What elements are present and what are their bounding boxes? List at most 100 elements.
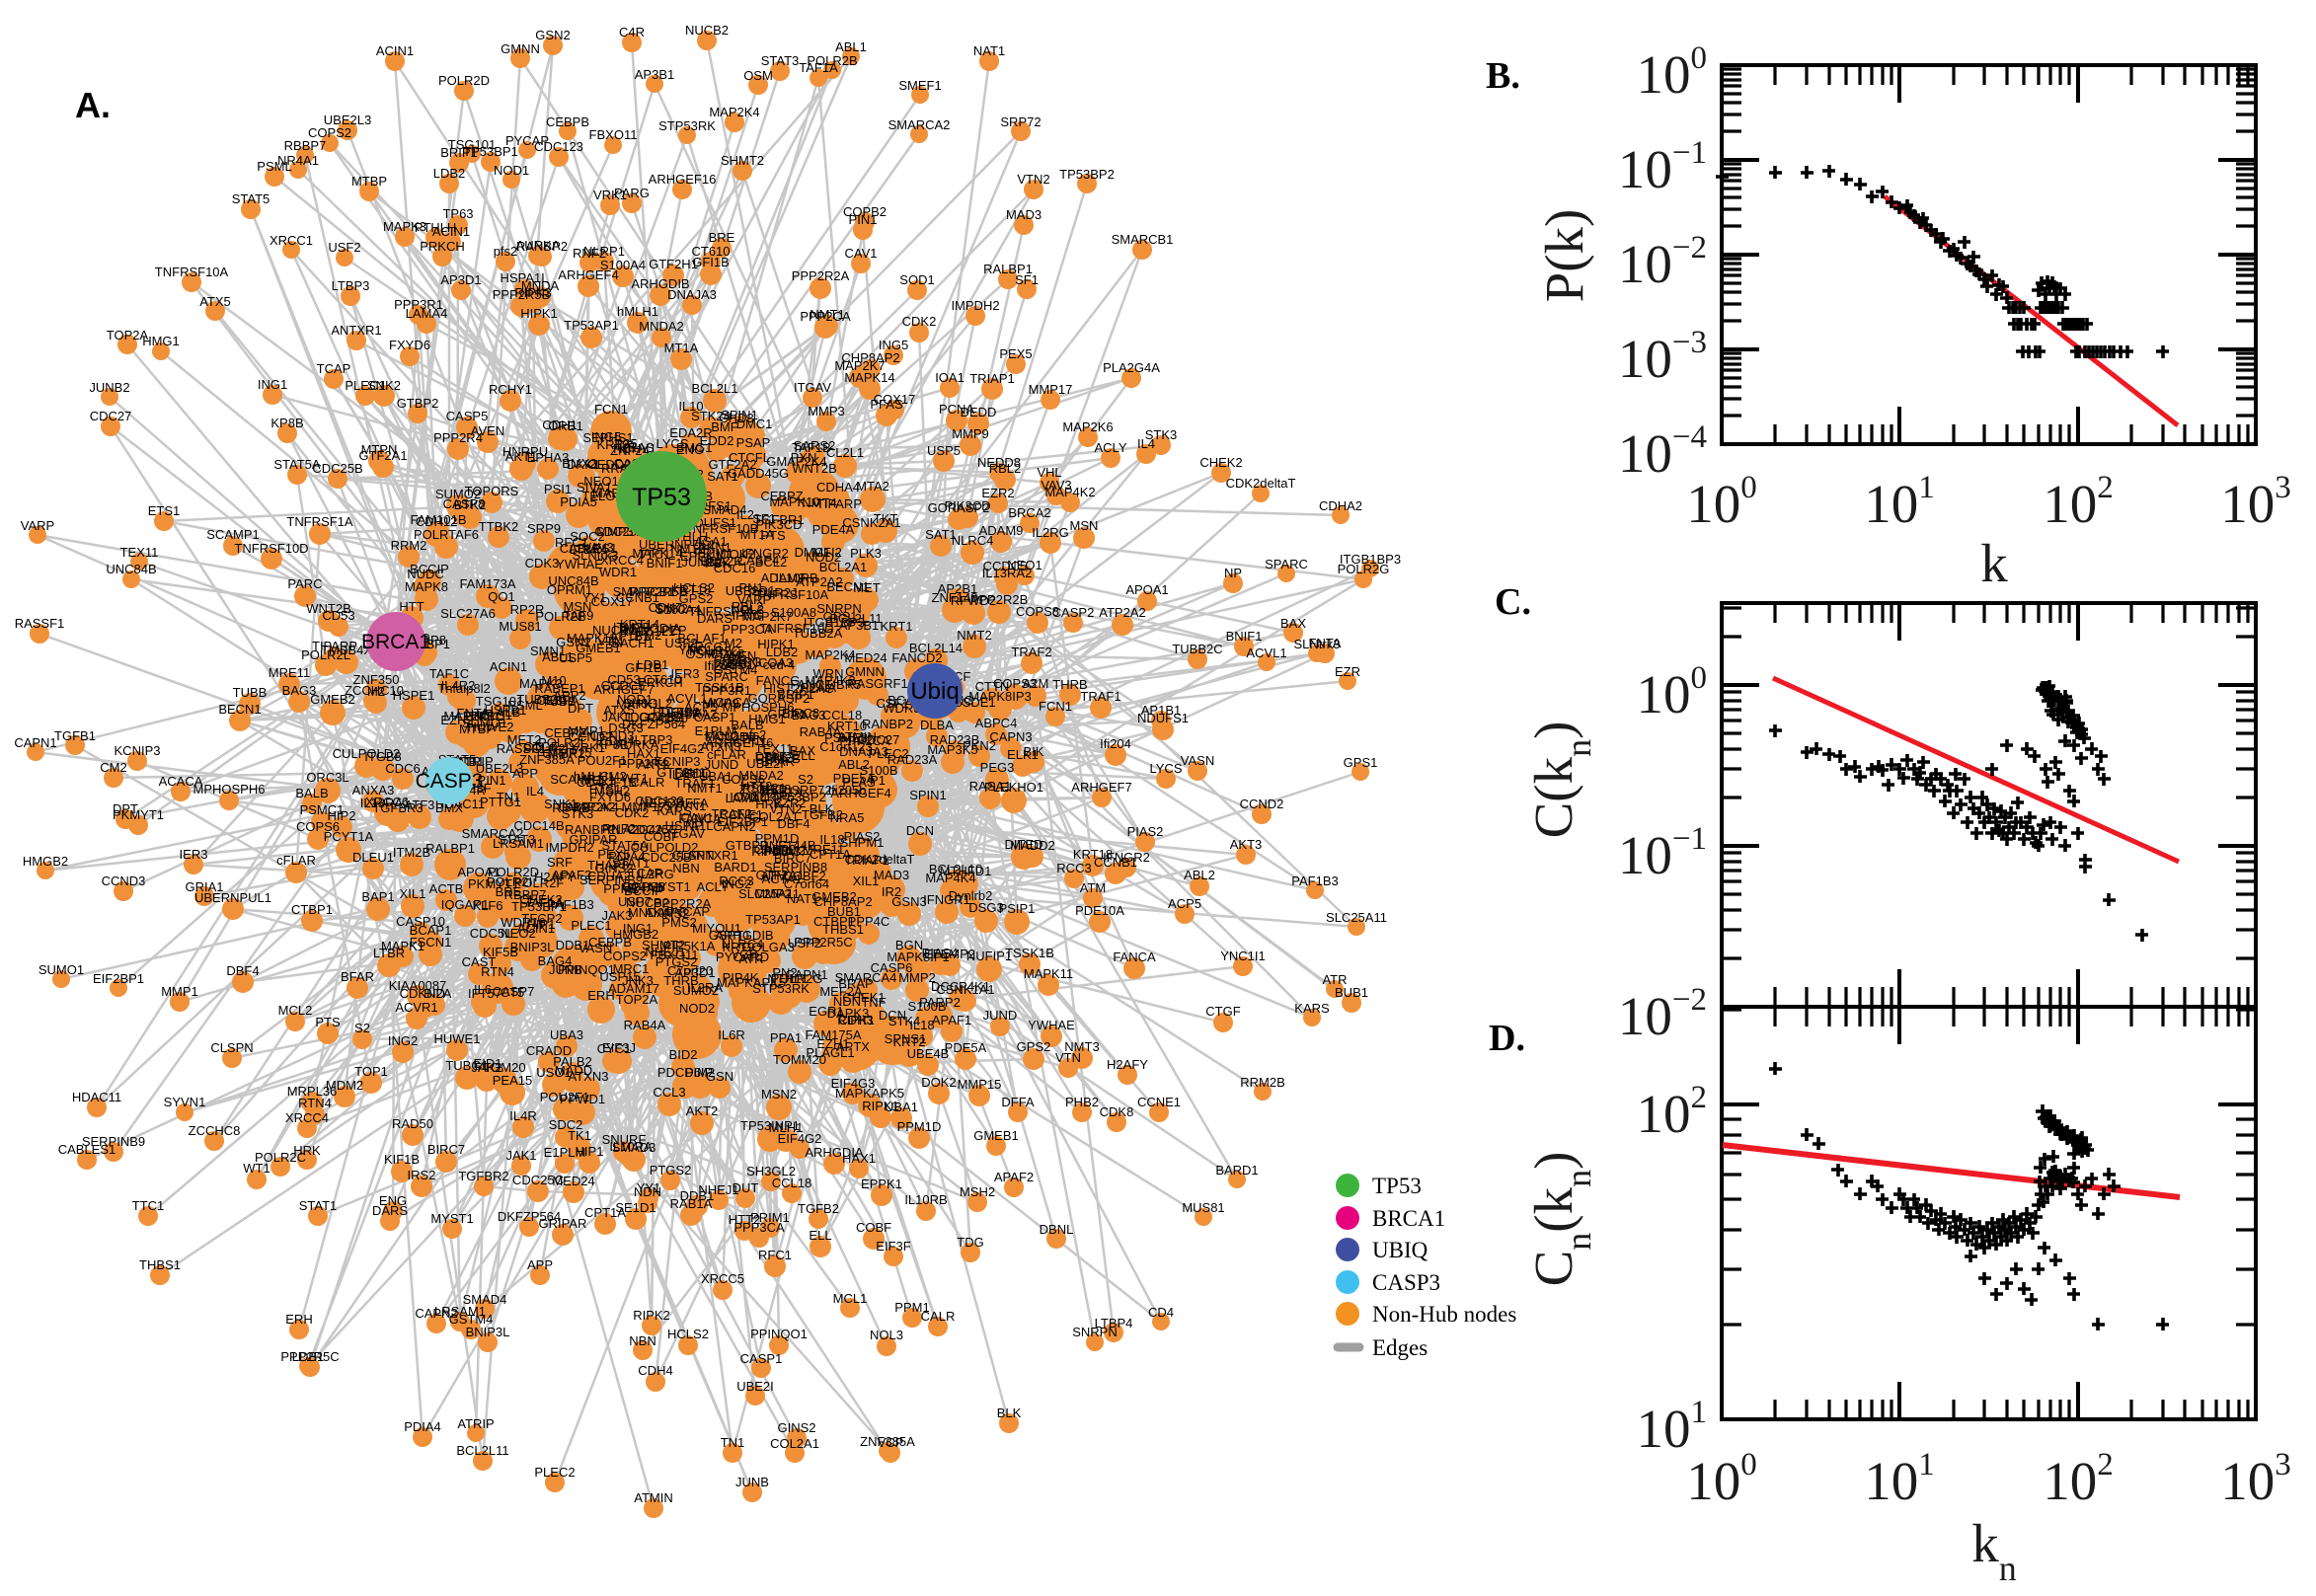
svg-text:DCN: DCN xyxy=(906,823,934,838)
svg-text:OSM: OSM xyxy=(743,68,773,83)
svg-text:CLSPN: CLSPN xyxy=(210,1040,253,1055)
svg-text:XRCC4: XRCC4 xyxy=(285,1110,329,1125)
svg-text:DLBA: DLBA xyxy=(920,718,954,732)
svg-text:HMGB2: HMGB2 xyxy=(613,927,658,942)
svg-text:Ifi204: Ifi204 xyxy=(1100,736,1131,751)
svg-text:LAMA4: LAMA4 xyxy=(406,306,448,321)
svg-text:BAX: BAX xyxy=(1280,616,1306,631)
svg-text:TK1: TK1 xyxy=(568,1128,591,1143)
svg-text:COPB2: COPB2 xyxy=(843,204,887,219)
svg-text:PAF1B3: PAF1B3 xyxy=(1291,874,1338,888)
svg-text:PSAP: PSAP xyxy=(736,435,771,450)
svg-text:TGFB2: TGFB2 xyxy=(798,1201,839,1216)
svg-text:MAP2K6: MAP2K6 xyxy=(1062,419,1113,434)
svg-text:BMX2: BMX2 xyxy=(562,456,596,471)
svg-text:MAD3: MAD3 xyxy=(1006,207,1042,222)
svg-text:RNF2: RNF2 xyxy=(602,821,636,836)
svg-text:TNFRSF10A: TNFRSF10A xyxy=(155,265,229,279)
svg-text:ATP2A2: ATP2A2 xyxy=(1099,605,1145,620)
svg-text:PLEC2: PLEC2 xyxy=(534,1465,575,1480)
svg-text:KRT10: KRT10 xyxy=(827,719,867,733)
svg-text:NAT1: NAT1 xyxy=(973,43,1005,58)
svg-text:HSPB1: HSPB1 xyxy=(485,703,527,718)
svg-text:MTBP: MTBP xyxy=(351,174,387,189)
svg-text:KIF5B: KIF5B xyxy=(483,945,518,959)
svg-text:SMARCB1: SMARCB1 xyxy=(1112,232,1174,247)
svg-text:ATR: ATR xyxy=(1322,972,1347,987)
svg-text:MSN: MSN xyxy=(1070,518,1099,533)
svg-text:IL6R: IL6R xyxy=(718,1027,744,1042)
svg-text:ADAM17: ADAM17 xyxy=(608,981,659,996)
svg-text:C.: C. xyxy=(1495,581,1531,623)
svg-text:EIF2BP1: EIF2BP1 xyxy=(93,971,144,986)
svg-text:PPP3CA: PPP3CA xyxy=(733,1220,785,1235)
svg-text:Ifi205b: Ifi205b xyxy=(827,783,866,798)
svg-text:TDG: TDG xyxy=(957,1235,983,1250)
svg-text:COL2A1: COL2A1 xyxy=(749,809,799,824)
svg-text:NDUFS1: NDUFS1 xyxy=(1137,711,1189,725)
svg-text:RFWD2: RFWD2 xyxy=(951,593,996,608)
svg-text:HSPA1L: HSPA1L xyxy=(665,818,714,833)
svg-text:TP63: TP63 xyxy=(442,206,473,221)
svg-text:IL2: IL2 xyxy=(736,507,754,522)
svg-text:SMN1: SMN1 xyxy=(530,644,566,658)
svg-text:TGFB1: TGFB1 xyxy=(54,728,96,743)
svg-text:CCND3: CCND3 xyxy=(102,874,146,888)
svg-text:MUS81: MUS81 xyxy=(1182,1200,1224,1215)
svg-text:MIYOU1: MIYOU1 xyxy=(692,921,741,936)
svg-text:KCNIP3: KCNIP3 xyxy=(115,743,161,758)
svg-text:ACIN1: ACIN1 xyxy=(432,224,470,239)
svg-text:MMP2: MMP2 xyxy=(898,970,936,985)
svg-text:ING2: ING2 xyxy=(388,1033,418,1048)
svg-text:TP53: TP53 xyxy=(632,484,691,511)
svg-text:PLA2G4A: PLA2G4A xyxy=(1103,360,1160,375)
svg-text:ATMIN: ATMIN xyxy=(634,1490,672,1505)
svg-text:CHEK1: CHEK1 xyxy=(842,990,885,1005)
svg-text:FXYD6: FXYD6 xyxy=(389,338,430,352)
svg-text:FAM101B: FAM101B xyxy=(410,512,466,527)
svg-text:SPARC: SPARC xyxy=(1265,557,1308,571)
svg-text:MNDA2: MNDA2 xyxy=(639,319,684,334)
svg-text:CDC123: CDC123 xyxy=(635,794,684,808)
svg-text:EIF3J: EIF3J xyxy=(602,1040,636,1055)
svg-text:DBF4: DBF4 xyxy=(226,963,259,978)
svg-text:SHMT2: SHMT2 xyxy=(721,153,764,168)
svg-text:POLR2L: POLR2L xyxy=(301,647,350,662)
svg-text:PEX5: PEX5 xyxy=(999,346,1032,361)
svg-text:MRC1: MRC1 xyxy=(613,961,650,976)
svg-text:FBXO11: FBXO11 xyxy=(589,127,638,142)
svg-text:CDK2deltaT: CDK2deltaT xyxy=(845,852,915,867)
svg-text:RFC1: RFC1 xyxy=(758,1248,792,1262)
svg-text:POLR2F: POLR2F xyxy=(514,875,565,890)
svg-text:AKT3: AKT3 xyxy=(638,757,670,772)
svg-text:SOD1: SOD1 xyxy=(899,272,934,287)
svg-text:PDCD6IP: PDCD6IP xyxy=(657,1065,713,1080)
svg-text:BUB1: BUB1 xyxy=(1335,985,1368,1000)
svg-text:TGFBR2: TGFBR2 xyxy=(458,1169,508,1183)
svg-text:ACVL1: ACVL1 xyxy=(666,691,707,706)
svg-text:RCHY1: RCHY1 xyxy=(489,382,532,397)
svg-text:GMEB1: GMEB1 xyxy=(973,1128,1019,1143)
svg-text:KARS: KARS xyxy=(1294,1001,1330,1016)
svg-text:STAT1: STAT1 xyxy=(299,1198,338,1213)
svg-text:EIF4G2: EIF4G2 xyxy=(778,1131,822,1146)
svg-text:STAT5A: STAT5A xyxy=(273,457,321,472)
svg-text:UBE2D1: UBE2D1 xyxy=(726,583,776,598)
svg-text:RAD50: RAD50 xyxy=(392,1116,433,1131)
svg-text:GTBP2: GTBP2 xyxy=(397,396,439,411)
svg-text:VRK1: VRK1 xyxy=(572,740,605,755)
svg-text:SNURF: SNURF xyxy=(602,1132,647,1147)
svg-text:PARC: PARC xyxy=(287,576,322,591)
svg-text:CDK2: CDK2 xyxy=(902,314,937,329)
svg-text:COPS6: COPS6 xyxy=(296,819,340,834)
svg-text:S100B: S100B xyxy=(907,999,946,1014)
svg-text:YNC1I1: YNC1I1 xyxy=(1220,949,1266,963)
svg-text:CCDC5: CCDC5 xyxy=(983,559,1028,573)
svg-text:CCND2: CCND2 xyxy=(1240,797,1284,811)
svg-text:BCCIP: BCCIP xyxy=(410,562,449,576)
svg-text:k: k xyxy=(1980,533,2008,593)
svg-text:RALBP1: RALBP1 xyxy=(983,262,1033,276)
svg-text:ABL2: ABL2 xyxy=(838,757,870,772)
svg-text:JUND: JUND xyxy=(983,1008,1018,1023)
svg-text:BAX: BAX xyxy=(790,743,815,758)
